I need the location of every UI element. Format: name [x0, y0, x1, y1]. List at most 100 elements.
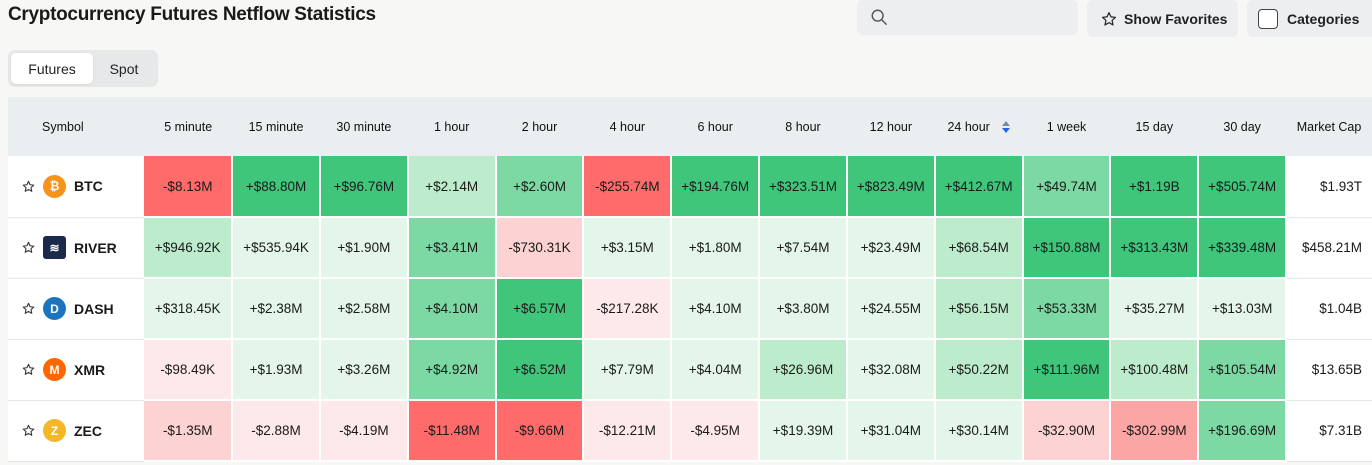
categories-button[interactable]: Categories [1247, 0, 1372, 37]
search-icon [871, 9, 887, 25]
netflow-cell: +$3.26M [319, 339, 409, 401]
column-header[interactable]: 1 week [1022, 97, 1111, 156]
column-header-label: 5 minute [164, 119, 213, 134]
market-cap-cell: $7.31B [1286, 400, 1372, 462]
netflow-cell: -$730.31K [495, 217, 585, 279]
netflow-cell: +$1.90M [319, 217, 409, 279]
column-header-label: Symbol [42, 119, 84, 134]
categories-checkbox[interactable] [1258, 8, 1278, 29]
monero-icon: M [43, 358, 66, 381]
market-cap-cell: $1.93T [1286, 156, 1372, 218]
column-header[interactable]: 30 minute [319, 97, 408, 156]
symbol-label[interactable]: RIVER [74, 239, 117, 256]
favorite-star-icon[interactable] [22, 363, 35, 376]
netflow-cell: +$23.49M [846, 217, 936, 279]
show-favorites-button[interactable]: Show Favorites [1087, 0, 1238, 37]
netflow-cell: +$2.58M [319, 278, 409, 340]
symbol-wrap: M XMR [22, 358, 144, 381]
table-row[interactable]: D DASH +$318.45K +$2.38M +$2.58M +$4.10M +$6.5… [8, 278, 1372, 340]
column-header-label: 8 hour [785, 119, 821, 134]
column-header-label: 2 hour [521, 119, 558, 134]
search-input[interactable] [857, 0, 1078, 35]
netflow-cell: +$1.19B [1110, 156, 1200, 218]
favorite-star-icon[interactable] [22, 302, 35, 315]
netflow-cell: +$13.03M [1198, 278, 1288, 340]
symbol-cell: Z ZEC [8, 400, 145, 462]
column-header[interactable]: 15 day [1110, 97, 1199, 156]
river-icon: ≋ [43, 236, 66, 259]
market-cap-cell: $13.65B [1286, 339, 1372, 401]
netflow-cell: +$323.51M [759, 156, 848, 218]
netflow-cell: +$56.15M [934, 278, 1024, 340]
favorite-star-icon[interactable] [22, 180, 35, 193]
netflow-cell: +$505.74M [1198, 156, 1288, 218]
netflow-cell: +$2.14M [407, 156, 497, 218]
column-header[interactable]: 4 hour [583, 97, 672, 156]
table-body: ₿ BTC -$8.13M +$88.80M +$96.76M +$2.14M +$2.60… [8, 156, 1372, 462]
column-header-label: Market Cap [1296, 119, 1362, 134]
netflow-cell: +$150.88M [1022, 217, 1112, 279]
netflow-cell: +$2.60M [495, 156, 585, 218]
favorite-star-icon[interactable] [22, 424, 35, 437]
column-header-label: 24 hour [947, 119, 990, 134]
symbol-wrap: D DASH [22, 297, 144, 320]
netflow-cell: +$4.10M [671, 278, 761, 340]
column-header[interactable]: 30 day [1198, 97, 1287, 156]
star-icon [1101, 11, 1117, 26]
netflow-cell: +$96.76M [319, 156, 409, 218]
netflow-cell: +$35.27M [1110, 278, 1200, 340]
symbol-label[interactable]: DASH [74, 300, 114, 317]
column-header-label: 6 hour [697, 119, 733, 134]
table-row[interactable]: Z ZEC -$1.35M -$2.88M -$4.19M -$11.48M -$9.66M… [8, 400, 1372, 462]
netflow-cell: +$946.92K [144, 217, 234, 279]
column-header[interactable]: 5 minute [144, 97, 233, 156]
column-header[interactable]: 2 hour [495, 97, 584, 156]
column-header[interactable]: 1 hour [407, 97, 496, 156]
favorite-star-icon[interactable] [22, 241, 35, 254]
netflow-cell: -$11.48M [407, 400, 497, 462]
column-header-label: 15 minute [248, 119, 304, 134]
symbol-label[interactable]: ZEC [74, 422, 102, 439]
netflow-cell: -$1.35M [144, 400, 234, 462]
column-header[interactable]: 15 minute [232, 97, 320, 156]
netflow-cell: +$535.94K [232, 217, 321, 279]
column-header-label: 30 minute [336, 119, 392, 134]
symbol-label[interactable]: XMR [74, 361, 106, 378]
column-header[interactable]: Market Cap [1286, 97, 1372, 156]
netflow-cell: +$194.76M [671, 156, 761, 218]
page-title: Cryptocurrency Futures Netflow Statistic… [8, 4, 376, 25]
tab-spot[interactable]: Spot [109, 60, 139, 77]
netflow-cell: +$100.48M [1110, 339, 1200, 401]
netflow-cell: +$339.48M [1198, 217, 1288, 279]
column-header[interactable]: 6 hour [671, 97, 760, 156]
zcash-icon: Z [43, 419, 66, 442]
table-row[interactable]: M XMR -$98.49K +$1.93M +$3.26M +$4.92M +$6.52M… [8, 339, 1372, 401]
netflow-cell: +$313.43M [1110, 217, 1200, 279]
netflow-cell: -$4.95M [671, 400, 761, 462]
table-row[interactable]: ≋ RIVER +$946.92K +$535.94K +$1.90M +$3.41M -$… [8, 217, 1372, 279]
netflow-cell: -$98.49K [144, 339, 234, 401]
netflow-cell: -$32.90M [1022, 400, 1112, 462]
column-header-label: 1 week [1046, 119, 1087, 134]
symbol-cell: D DASH [8, 278, 145, 340]
column-header[interactable]: 24 hour [934, 97, 1023, 156]
symbol-label[interactable]: BTC [74, 178, 103, 195]
table-row[interactable]: ₿ BTC -$8.13M +$88.80M +$96.76M +$2.14M +$2.60… [8, 156, 1372, 218]
column-header-label: 12 hour [869, 119, 913, 134]
tab-futures[interactable]: Futures [11, 53, 93, 84]
column-header[interactable]: 12 hour [846, 97, 935, 156]
netflow-cell: +$6.57M [495, 278, 585, 340]
sort-icon[interactable] [1001, 121, 1010, 134]
netflow-cell: +$30.14M [934, 400, 1024, 462]
column-header[interactable]: Symbol [8, 97, 145, 156]
netflow-cell: +$823.49M [846, 156, 936, 218]
netflow-cell: +$3.15M [583, 217, 673, 279]
market-cap-cell: $1.04B [1286, 278, 1372, 340]
netflow-cell: +$6.52M [495, 339, 585, 401]
symbol-cell: M XMR [8, 339, 145, 401]
column-header[interactable]: 8 hour [759, 97, 847, 156]
netflow-cell: +$7.79M [583, 339, 673, 401]
symbol-cell: ₿ BTC [8, 156, 145, 218]
netflow-cell: +$50.22M [934, 339, 1024, 401]
netflow-cell: +$318.45K [144, 278, 234, 340]
